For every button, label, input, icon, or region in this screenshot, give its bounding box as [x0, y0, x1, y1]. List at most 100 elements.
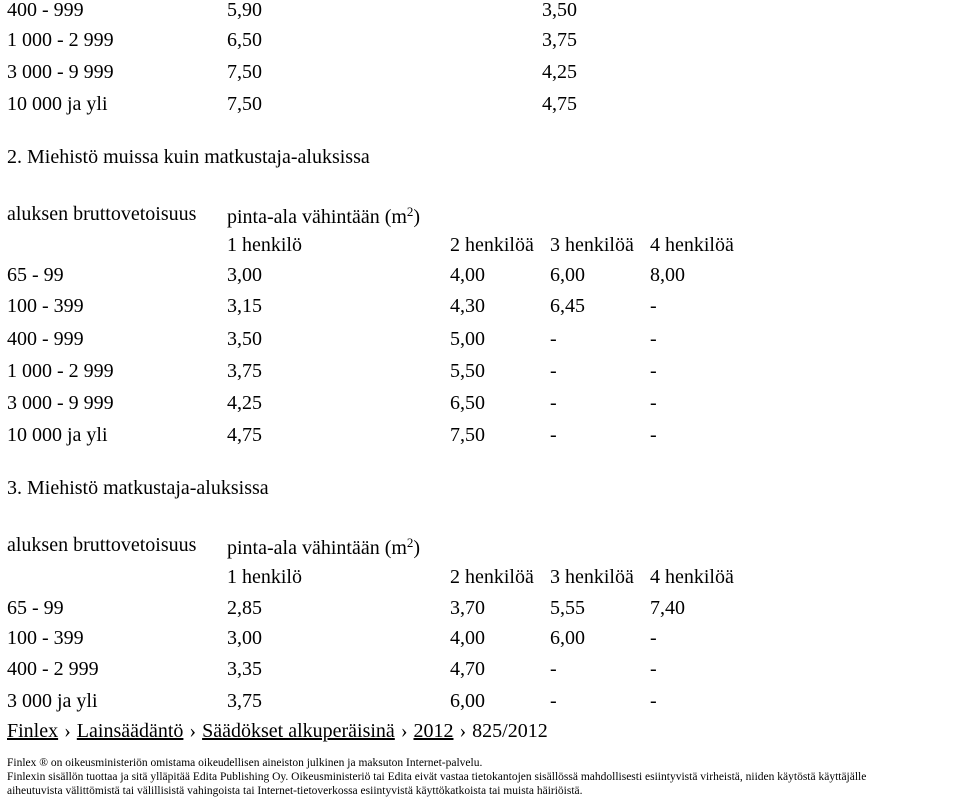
value-cell: - — [550, 392, 557, 414]
value-cell: - — [650, 295, 657, 317]
column-header: 4 henkilöä — [650, 234, 734, 256]
footer-ownership-text: Finlex ® on oikeusministeriön omistama o… — [7, 757, 483, 769]
value-cell: 3,50 — [542, 0, 577, 21]
tonnage-cell: 1 000 - 2 999 — [7, 360, 114, 382]
table-row: 65 - 99 3,00 4,00 6,00 8,00 — [0, 260, 960, 290]
table-row: 3 000 ja yli 3,75 6,00 - - — [0, 686, 960, 716]
value-cell: 3,75 — [542, 29, 577, 51]
value-cell: 3,75 — [227, 360, 262, 382]
tonnage-cell: 3 000 - 9 999 — [7, 61, 114, 83]
breadcrumb-link-lainsaadanto[interactable]: Lainsäädäntö — [76, 720, 184, 742]
area-label-superscript: 2 — [406, 204, 414, 219]
area-label-text: pinta-ala vähintään (m — [227, 537, 407, 559]
tonnage-cell: 10 000 ja yli — [7, 424, 108, 446]
section-3-heading: 3. Miehistö matkustaja-aluksissa — [7, 477, 269, 499]
value-cell: - — [650, 658, 657, 680]
value-cell: 4,25 — [542, 61, 577, 83]
footer-disclaimer-line-2: aiheutuvista välittömistä tai välillisis… — [7, 785, 583, 797]
breadcrumb-current: 825/2012 — [472, 720, 548, 742]
area-label-suffix: ) — [413, 206, 421, 228]
value-cell: - — [550, 424, 557, 446]
table-row: 100 - 399 3,00 4,00 6,00 - — [0, 623, 960, 653]
table-row: 100 - 399 3,15 4,30 6,45 - — [0, 291, 960, 321]
table-row: 10 000 ja yli 4,75 7,50 - - — [0, 420, 960, 450]
value-cell: 5,55 — [550, 597, 585, 619]
value-cell: 6,00 — [450, 690, 485, 712]
tonnage-cell: 65 - 99 — [7, 597, 64, 619]
table-row: 3 000 - 9 999 7,50 4,25 — [0, 57, 960, 87]
value-cell: 3,70 — [450, 597, 485, 619]
breadcrumb-separator: › — [189, 720, 197, 742]
value-cell: - — [550, 360, 557, 382]
breadcrumb-link-year[interactable]: 2012 — [413, 720, 454, 742]
table-label-row: aluksen bruttovetoisuus pinta-ala vähint… — [0, 530, 960, 560]
tonnage-cell: 400 - 999 — [7, 0, 84, 21]
table-row: 400 - 999 3,50 5,00 - - — [0, 324, 960, 354]
value-cell: 7,50 — [227, 93, 262, 115]
breadcrumb-link-saadokset[interactable]: Säädökset alkuperäisinä — [202, 720, 395, 742]
tonnage-cell: 1 000 - 2 999 — [7, 29, 114, 51]
value-cell: 5,00 — [450, 328, 485, 350]
value-cell: 3,50 — [227, 328, 262, 350]
value-cell: 2,85 — [227, 597, 262, 619]
area-label: pinta-ala vähintään (m2) — [227, 204, 421, 228]
value-cell: - — [650, 424, 657, 446]
value-cell: 6,50 — [450, 392, 485, 414]
value-cell: 4,00 — [450, 264, 485, 286]
area-label-superscript: 2 — [406, 535, 414, 550]
breadcrumb-link-finlex[interactable]: Finlex — [7, 720, 59, 742]
breadcrumb-separator: › — [459, 720, 467, 742]
table-row: 3 000 - 9 999 4,25 6,50 - - — [0, 388, 960, 418]
value-cell: - — [550, 658, 557, 680]
value-cell: 7,50 — [227, 61, 262, 83]
value-cell: 5,90 — [227, 0, 262, 21]
tonnage-label: aluksen bruttovetoisuus — [7, 534, 197, 556]
value-cell: - — [650, 392, 657, 414]
value-cell: 3,00 — [227, 627, 262, 649]
tonnage-cell: 100 - 399 — [7, 295, 84, 317]
value-cell: - — [550, 328, 557, 350]
breadcrumb-separator: › — [64, 720, 71, 742]
table-header-row: 1 henkilö 2 henkilöä 3 henkilöä 4 henkil… — [0, 562, 960, 592]
value-cell: 4,30 — [450, 295, 485, 317]
column-header: 3 henkilöä — [550, 234, 634, 256]
value-cell: 4,75 — [227, 424, 262, 446]
section-2-heading: 2. Miehistö muissa kuin matkustaja-aluks… — [7, 146, 370, 168]
area-label: pinta-ala vähintään (m2) — [227, 535, 421, 559]
table-row: 10 000 ja yli 7,50 4,75 — [0, 89, 960, 119]
value-cell: 3,15 — [227, 295, 262, 317]
value-cell: 4,70 — [450, 658, 485, 680]
value-cell: - — [650, 328, 657, 350]
breadcrumb: Finlex › Lainsäädäntö › Säädökset alkuperäis… — [7, 716, 548, 746]
column-header: 2 henkilöä — [450, 566, 534, 588]
table-row: 400 - 999 5,90 3,50 — [0, 0, 960, 25]
value-cell: 5,50 — [450, 360, 485, 382]
tonnage-cell: 100 - 399 — [7, 627, 84, 649]
table-label-row: aluksen bruttovetoisuus pinta-ala vähint… — [0, 199, 960, 229]
value-cell: 3,35 — [227, 658, 262, 680]
area-label-text: pinta-ala vähintään (m — [227, 206, 407, 228]
table-row: 1 000 - 2 999 6,50 3,75 — [0, 25, 960, 55]
value-cell: 4,75 — [542, 93, 577, 115]
column-header: 2 henkilöä — [450, 234, 534, 256]
value-cell: - — [650, 690, 657, 712]
value-cell: 6,00 — [550, 264, 585, 286]
value-cell: 3,75 — [227, 690, 262, 712]
value-cell: 4,00 — [450, 627, 485, 649]
area-label-suffix: ) — [413, 537, 421, 559]
tonnage-cell: 400 - 999 — [7, 328, 84, 350]
value-cell: 4,25 — [227, 392, 262, 414]
value-cell: 8,00 — [650, 264, 685, 286]
tonnage-cell: 10 000 ja yli — [7, 93, 108, 115]
value-cell: - — [650, 360, 657, 382]
tonnage-cell: 400 - 2 999 — [7, 658, 99, 680]
table-row: 400 - 2 999 3,35 4,70 - - — [0, 654, 960, 684]
table-row: 65 - 99 2,85 3,70 5,55 7,40 — [0, 593, 960, 623]
tonnage-cell: 3 000 ja yli — [7, 690, 98, 712]
value-cell: - — [650, 627, 657, 649]
tonnage-label: aluksen bruttovetoisuus — [7, 203, 197, 225]
value-cell: 6,45 — [550, 295, 585, 317]
column-header: 4 henkilöä — [650, 566, 734, 588]
value-cell: - — [550, 690, 557, 712]
